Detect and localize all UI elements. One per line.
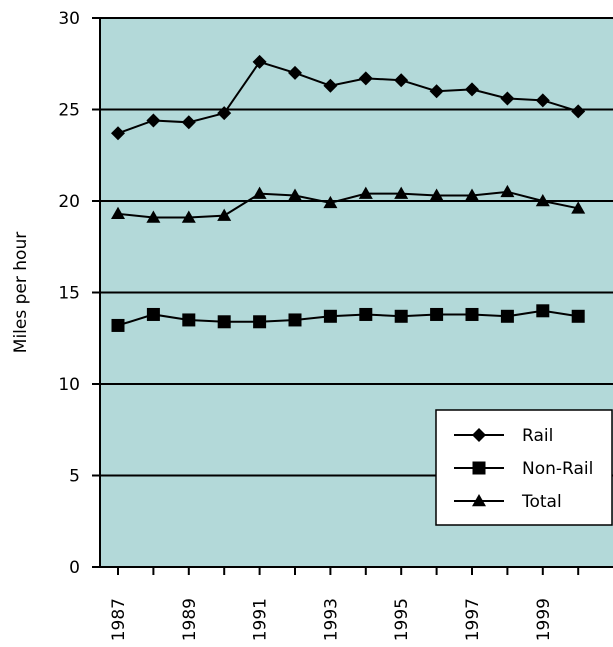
data-point-non-rail [465, 307, 479, 321]
data-point-total [323, 195, 338, 209]
gridlines [100, 17, 613, 477]
data-point-non-rail [182, 313, 196, 327]
data-point-non-rail [536, 304, 550, 318]
series-total [111, 184, 586, 223]
series-rail [111, 54, 586, 141]
legend: Rail Non-Rail Total [435, 409, 613, 526]
data-point-non-rail [571, 309, 585, 323]
y-tick-label: 20 [58, 192, 80, 212]
x-tick-labels: 1987 1989 1991 1993 1995 1997 1999 [109, 598, 554, 641]
data-point-rail [111, 126, 125, 141]
legend-label-total: Total [521, 492, 562, 512]
data-point-total [111, 206, 125, 220]
x-tick-label: 1995 [392, 598, 412, 641]
legend-marker-total [472, 494, 486, 507]
data-point-rail [252, 54, 267, 69]
x-tick-label: 1993 [321, 598, 341, 641]
y-tick-label: 15 [58, 284, 80, 304]
data-point-rail [217, 106, 232, 121]
series-line-rail [117, 60, 579, 135]
data-point-total [217, 208, 232, 221]
series-line-total [117, 190, 579, 219]
data-point-rail [181, 115, 196, 130]
data-point-total [252, 186, 267, 199]
y-tick-label: 5 [69, 467, 80, 487]
x-tick-label: 1989 [180, 598, 200, 641]
legend-marker-non-rail [472, 461, 486, 475]
data-point-non-rail [253, 315, 267, 329]
data-point-total [288, 188, 302, 201]
data-point-non-rail [359, 307, 373, 321]
y-tick-label: 25 [58, 101, 80, 121]
data-point-rail [394, 73, 409, 88]
data-point-rail [288, 65, 302, 80]
y-tick-label: 30 [58, 9, 80, 29]
data-point-rail [358, 71, 373, 86]
data-point-non-rail [217, 315, 231, 329]
data-point-total [429, 188, 444, 201]
data-point-rail [571, 104, 586, 119]
axes [92, 17, 613, 575]
data-point-rail [535, 93, 550, 108]
x-tick-label: 1991 [251, 598, 271, 641]
legend-label-rail: Rail [522, 426, 553, 446]
x-tick-label: 1999 [534, 598, 554, 641]
data-point-total [394, 186, 409, 199]
data-point-non-rail [500, 309, 514, 323]
data-point-total [146, 210, 161, 223]
data-point-rail [323, 78, 338, 93]
legend-label-non-rail: Non-Rail [522, 459, 593, 479]
x-tick-label: 1987 [109, 598, 129, 641]
x-tick-label: 1997 [463, 598, 483, 641]
y-tick-labels: 0 5 10 15 20 25 30 [58, 9, 80, 578]
series [111, 54, 586, 332]
legend-marker-rail [472, 428, 486, 442]
data-point-non-rail [323, 309, 337, 323]
y-tick-label: 10 [58, 375, 80, 395]
data-point-rail [146, 113, 161, 128]
y-axis-label: Miles per hour [11, 232, 31, 353]
data-point-total [465, 188, 479, 201]
data-point-rail [465, 82, 479, 97]
data-point-total [500, 184, 515, 198]
series-non-rail [111, 304, 585, 332]
data-point-total [358, 186, 373, 199]
data-point-rail [500, 91, 515, 106]
y-tick-label: 0 [69, 558, 80, 578]
data-point-total [181, 210, 196, 223]
data-point-total [571, 201, 586, 214]
data-point-non-rail [111, 318, 125, 332]
data-point-non-rail [394, 309, 408, 323]
data-point-total [535, 194, 550, 207]
data-point-non-rail [146, 307, 160, 321]
data-point-non-rail [430, 307, 444, 321]
data-point-rail [429, 84, 444, 99]
data-point-non-rail [288, 313, 302, 327]
